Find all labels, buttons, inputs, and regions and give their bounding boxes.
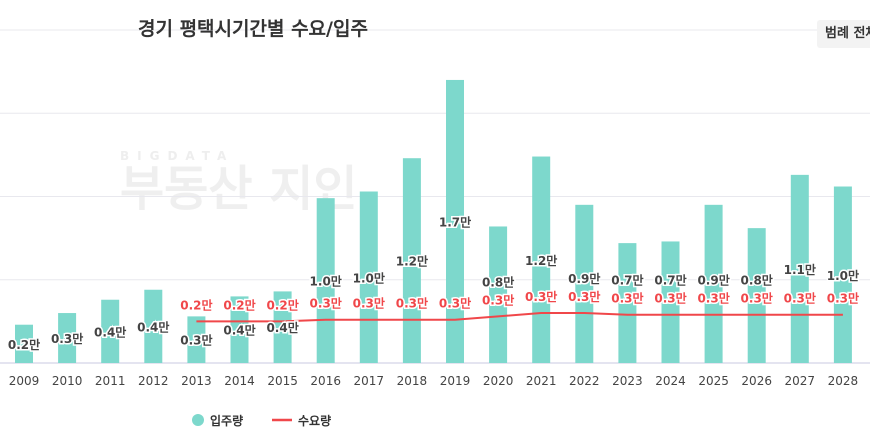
- bar-data-label: 1.2만: [396, 254, 428, 269]
- bar-2013: [187, 316, 206, 363]
- bar-2010: [58, 313, 77, 363]
- bar-data-label: 1.1만: [784, 262, 816, 277]
- bar-data-label: 0.4만: [223, 323, 255, 338]
- bar-data-label: 0.7만: [654, 273, 686, 288]
- bar-2023: [618, 243, 637, 363]
- bar-2027: [790, 174, 809, 363]
- legend-supply-label: 입주량: [210, 414, 243, 428]
- bar-2026: [747, 228, 766, 363]
- bar-data-label: 0.4만: [137, 319, 169, 334]
- demand-data-label: 0.3만: [310, 296, 342, 311]
- bar-2020: [489, 226, 508, 363]
- legend-supply-marker: [192, 414, 204, 426]
- demand-data-label: 0.3만: [741, 291, 773, 306]
- legend-demand-label: 수요량: [298, 414, 331, 428]
- demand-data-label: 0.3만: [697, 291, 729, 306]
- x-tick-label: 2013: [181, 374, 212, 388]
- x-tick-label: 2019: [440, 374, 471, 388]
- x-tick-label: 2027: [785, 374, 816, 388]
- bar-2015: [273, 291, 292, 363]
- demand-data-label: 0.3만: [439, 296, 471, 311]
- bar-2028: [833, 186, 852, 363]
- demand-data-label: 0.3만: [827, 291, 859, 306]
- x-tick-label: 2009: [9, 374, 40, 388]
- demand-data-label: 0.3만: [568, 289, 600, 304]
- demand-data-label: 0.3만: [482, 292, 514, 307]
- bar-data-label: 0.4만: [94, 324, 126, 339]
- bar-data-label: 0.8만: [482, 274, 514, 289]
- x-tick-label: 2012: [138, 374, 169, 388]
- x-tick-label: 2010: [52, 374, 83, 388]
- bar-2025: [704, 204, 723, 363]
- page-title: 경기 평택시기간별 수요/입주: [138, 18, 368, 40]
- demand-data-label: 0.3만: [353, 296, 385, 311]
- demand-data-label: 0.3만: [525, 289, 557, 304]
- bar-2018: [402, 158, 421, 363]
- x-tick-label: 2023: [612, 374, 643, 388]
- x-tick-label: 2014: [224, 374, 255, 388]
- x-tick-label: 2015: [267, 374, 298, 388]
- demand-data-label: 0.2만: [266, 297, 298, 312]
- bar-2021: [532, 156, 551, 363]
- bar-data-label: 0.8만: [741, 273, 773, 288]
- demand-data-label: 0.2만: [180, 297, 212, 312]
- x-tick-label: 2024: [655, 374, 686, 388]
- watermark-top: BIGDATA: [120, 149, 235, 163]
- demand-line: [196, 312, 843, 323]
- bar-data-label: 0.4만: [266, 320, 298, 335]
- x-tick-label: 2017: [354, 374, 385, 388]
- bar-data-label: 1.0만: [353, 270, 385, 285]
- bar-2012: [144, 289, 163, 363]
- demand-data-label: 0.3만: [396, 296, 428, 311]
- x-tick-label: 2011: [95, 374, 126, 388]
- x-tick-label: 2028: [828, 374, 859, 388]
- x-tick-label: 2020: [483, 374, 514, 388]
- x-tick-label: 2018: [397, 374, 428, 388]
- demand-data-label: 0.3만: [654, 291, 686, 306]
- demand-data-label: 0.3만: [784, 291, 816, 306]
- bar-2011: [101, 299, 120, 363]
- x-tick-label: 2021: [526, 374, 557, 388]
- bar-data-label: 0.9만: [697, 273, 729, 288]
- x-tick-label: 2026: [741, 374, 772, 388]
- bar-data-label: 0.3만: [51, 331, 83, 346]
- bar-data-label: 1.0만: [827, 268, 859, 283]
- bar-2009: [15, 324, 33, 363]
- legend-all-button[interactable]: 범례 전체: [817, 20, 870, 48]
- x-tick-label: 2022: [569, 374, 600, 388]
- bar-2019: [446, 79, 464, 363]
- demand-data-label: 0.3만: [611, 291, 643, 306]
- bar-data-label: 0.2만: [8, 337, 40, 352]
- x-tick-label: 2025: [698, 374, 729, 388]
- bar-data-label: 0.3만: [180, 333, 212, 348]
- demand-data-label: 0.2만: [223, 297, 255, 312]
- bar-data-label: 0.7만: [611, 273, 643, 288]
- x-tick-label: 2016: [310, 374, 341, 388]
- bar-2024: [661, 241, 680, 363]
- bar-data-label: 0.9만: [568, 271, 600, 286]
- bar-2016: [316, 198, 335, 363]
- bar-data-label: 1.7만: [439, 214, 471, 229]
- bar-2014: [230, 296, 249, 363]
- bar-2022: [575, 204, 594, 363]
- bar-data-label: 1.2만: [525, 253, 557, 268]
- bar-data-label: 1.0만: [310, 274, 342, 289]
